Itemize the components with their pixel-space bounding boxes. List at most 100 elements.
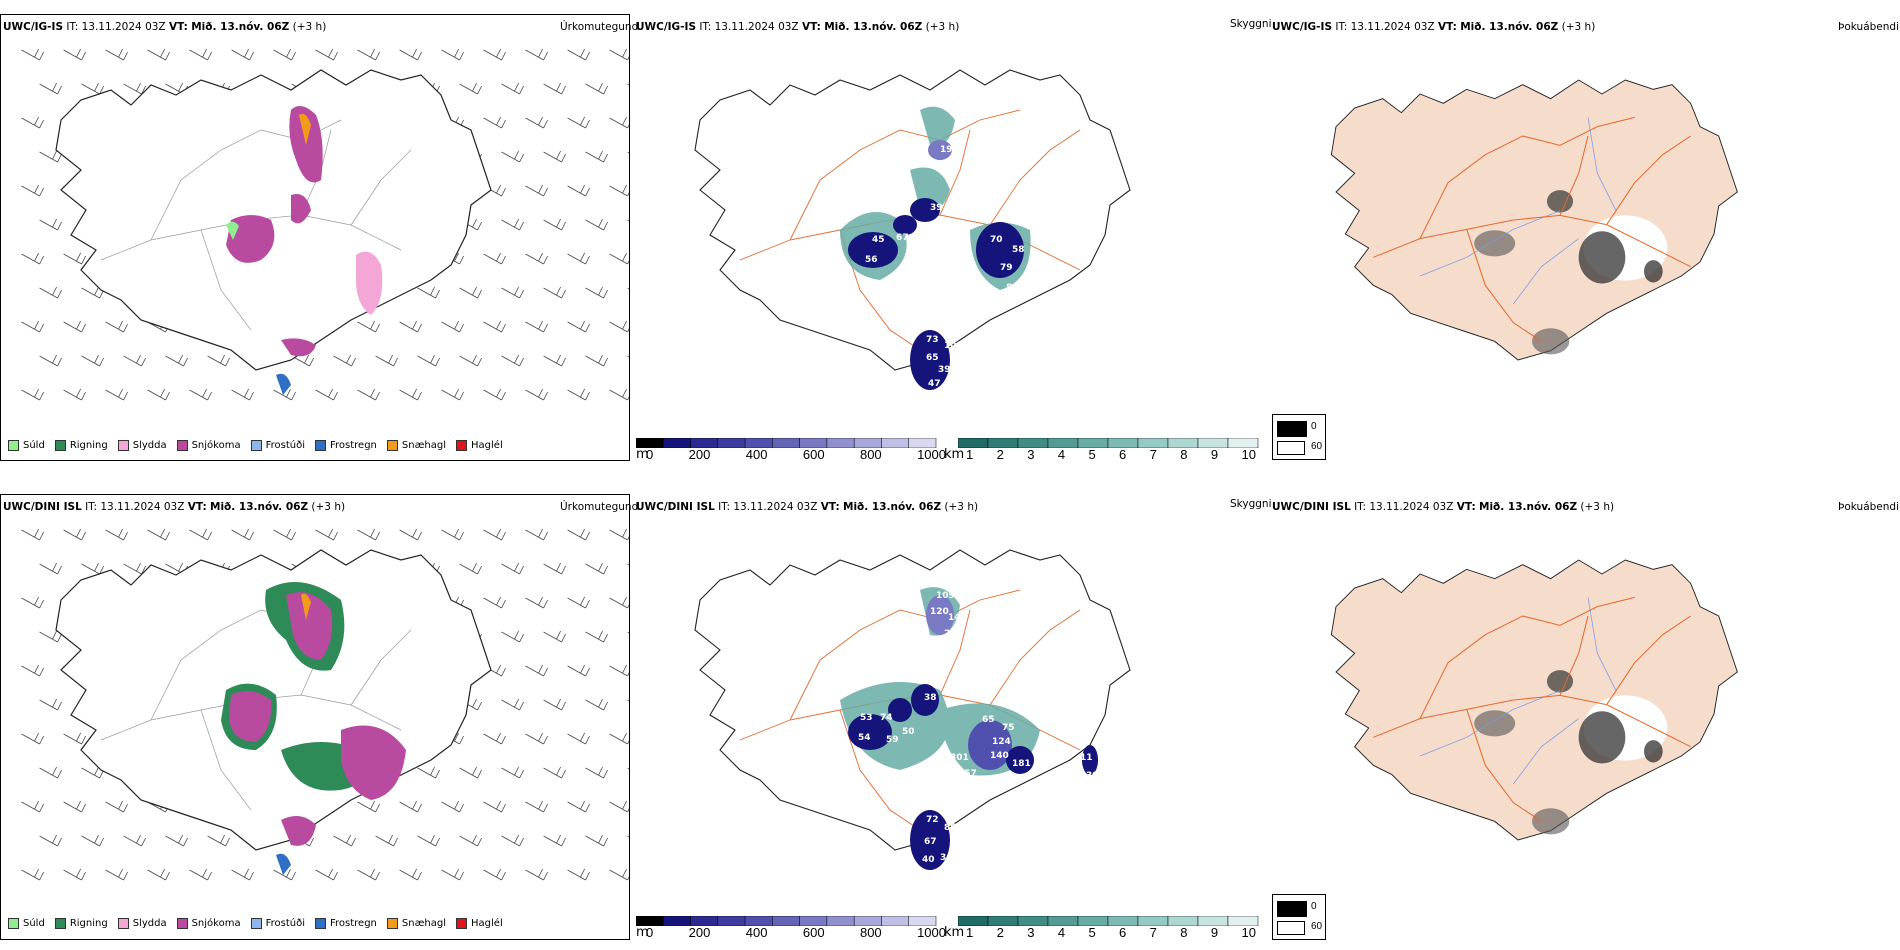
wind-barb (399, 48, 422, 61)
wind-barb (39, 82, 62, 95)
wind-barb (609, 48, 629, 61)
wind-barb (231, 48, 254, 61)
legend-swatch (8, 440, 19, 451)
legend-swatch (250, 440, 262, 451)
it-value: 13.11.2024 03Z (81, 21, 166, 33)
cloudbase-patches (848, 595, 1098, 870)
precip-title: Úrkomutegund (560, 21, 639, 33)
cloud-base-label: 208 (944, 629, 963, 639)
model-name: UWC/IG-IS (3, 21, 64, 33)
wind-barb (81, 562, 104, 575)
precip-blobs (226, 106, 383, 395)
wind-barb (585, 698, 608, 711)
legend-label: Rigning (69, 918, 108, 929)
wind-barb (627, 287, 629, 290)
wind-barb (609, 388, 629, 401)
fog-swatch-60 (1277, 921, 1305, 935)
cloud-base-label: 70 (990, 235, 1003, 245)
cloudbase-ticks: 0 200 400 600 800 1000 (646, 447, 946, 462)
wind-barb (273, 48, 296, 61)
legend-swatch (250, 918, 262, 929)
legend-label: Súld (23, 918, 45, 929)
iceland-land (1330, 559, 1738, 841)
wind-barb (483, 800, 506, 813)
legend-label: Haglél (471, 440, 503, 451)
legend-label: Frostúði (265, 440, 305, 451)
fog-swatch-0 (1277, 901, 1307, 917)
vt-value: Mið. 13.nóv. 06Z (210, 501, 309, 513)
it-value: 13.11.2024 03Z (733, 501, 818, 513)
cloud-base-label: 40 (922, 855, 935, 865)
vt-label: VT: (1456, 501, 1476, 513)
wind-barb (609, 528, 629, 541)
wind-barb (567, 320, 590, 333)
colorbar-tick: 1 (966, 925, 974, 940)
wind-barb (585, 630, 608, 643)
vt-label: VT: (168, 21, 188, 33)
fog-label-60: 60 (1311, 441, 1323, 452)
cloud-base-label: 301 (950, 753, 969, 763)
wind-barb (609, 868, 629, 881)
wind-barb (585, 286, 608, 299)
legend-label: Snjókoma (191, 440, 241, 451)
colorbar-cell (908, 438, 937, 448)
cloud-base-label: 140 (990, 751, 1009, 761)
colorbar-tick: 600 (802, 925, 825, 940)
cloud-base-label: 58 (1012, 245, 1025, 255)
colorbar-tick: 9 (1210, 447, 1219, 462)
wind-barb (501, 834, 524, 847)
precip-map-frame (0, 494, 630, 940)
road-network (1373, 116, 1691, 342)
vis-header: UWC/DINI ISL IT: 13.11.2024 03Z VT: Mið.… (636, 501, 978, 513)
wind-barb (417, 354, 440, 367)
legend-label: Frostregn (330, 918, 377, 929)
cloud-base-label: 79 (1000, 263, 1013, 273)
vis-header: UWC/IG-IS IT: 13.11.2024 03Z VT: Mið. 13… (636, 21, 959, 33)
colorbar-tick: 1000 (917, 925, 946, 940)
wind-barb (609, 116, 629, 129)
cloud-base-label: 86 (944, 823, 957, 833)
wind-barb (543, 834, 566, 847)
wind-barb (543, 766, 566, 779)
wind-barb (585, 354, 608, 367)
model-name: UWC/DINI ISL (3, 501, 82, 513)
wind-barb (189, 528, 212, 541)
wind-barb (609, 732, 629, 745)
wind-barb (105, 320, 128, 333)
vis-title: Skyggni (1230, 18, 1272, 30)
wind-barb (375, 834, 398, 847)
wind-barb (39, 766, 62, 779)
cloud-base-label: 67 (896, 233, 909, 243)
it-label: IT: (85, 501, 98, 513)
legend-item-3: Snjókoma (176, 918, 241, 929)
wind-barb (357, 800, 380, 813)
cloud-base-label: 56 (865, 255, 878, 265)
cloudbase-patches (848, 140, 1024, 390)
cloud-base-label: 72 (926, 815, 939, 825)
rivers (1419, 597, 1617, 785)
wind-barb (441, 528, 464, 541)
wind-barb (21, 732, 44, 745)
cloud-base-label: 47 (928, 379, 941, 389)
wind-barb (123, 354, 146, 367)
wind-barb (231, 528, 254, 541)
cloud-base-label: 75 (1002, 723, 1015, 733)
wind-barb (399, 800, 422, 813)
wind-barb (63, 800, 86, 813)
cloud-base-label: 73 (926, 335, 939, 345)
wind-barb (525, 528, 548, 541)
it-value: 13.11.2024 03Z (1350, 21, 1435, 33)
wind-barb (441, 868, 464, 881)
cloud-base-label: 85 (1006, 283, 1019, 293)
cloudbase-colorbar (636, 438, 937, 448)
precip-blobs (221, 582, 406, 875)
wind-barb (501, 562, 524, 575)
wind-barb (609, 320, 629, 333)
fog-swatch-60 (1277, 441, 1305, 455)
wind-barb (501, 150, 524, 163)
wind-barb (105, 800, 128, 813)
iceland-coastline (55, 69, 492, 371)
wind-barb (333, 834, 356, 847)
wind-barb (501, 286, 524, 299)
colorbar-tick: 1000 (917, 447, 946, 462)
